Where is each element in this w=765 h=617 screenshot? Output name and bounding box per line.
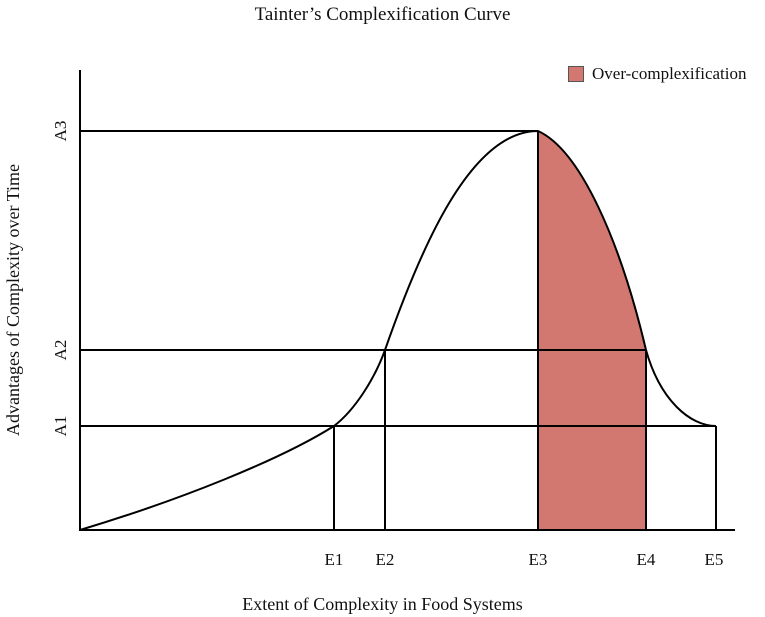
x-tick-e5: E5 bbox=[705, 550, 724, 569]
y-tick-a3: A3 bbox=[51, 121, 70, 142]
x-tick-e4: E4 bbox=[637, 550, 656, 569]
y-tick-a1: A1 bbox=[51, 416, 70, 437]
x-tick-e2: E2 bbox=[376, 550, 395, 569]
x-axis-label: Extent of Complexity in Food Systems bbox=[242, 594, 523, 614]
y-axis-label: Advantages of Complexity over Time bbox=[3, 164, 23, 436]
x-tick-e3: E3 bbox=[529, 550, 548, 569]
legend-label: Over-complexification bbox=[592, 64, 747, 83]
y-tick-a2: A2 bbox=[51, 340, 70, 361]
legend-swatch bbox=[568, 66, 584, 82]
x-tick-e1: E1 bbox=[325, 550, 344, 569]
legend: Over-complexification bbox=[568, 64, 747, 84]
complexification-curve bbox=[79, 129, 717, 531]
over-complexification-region bbox=[538, 131, 646, 530]
diagram-title: Tainter’s Complexification Curve bbox=[254, 4, 511, 25]
